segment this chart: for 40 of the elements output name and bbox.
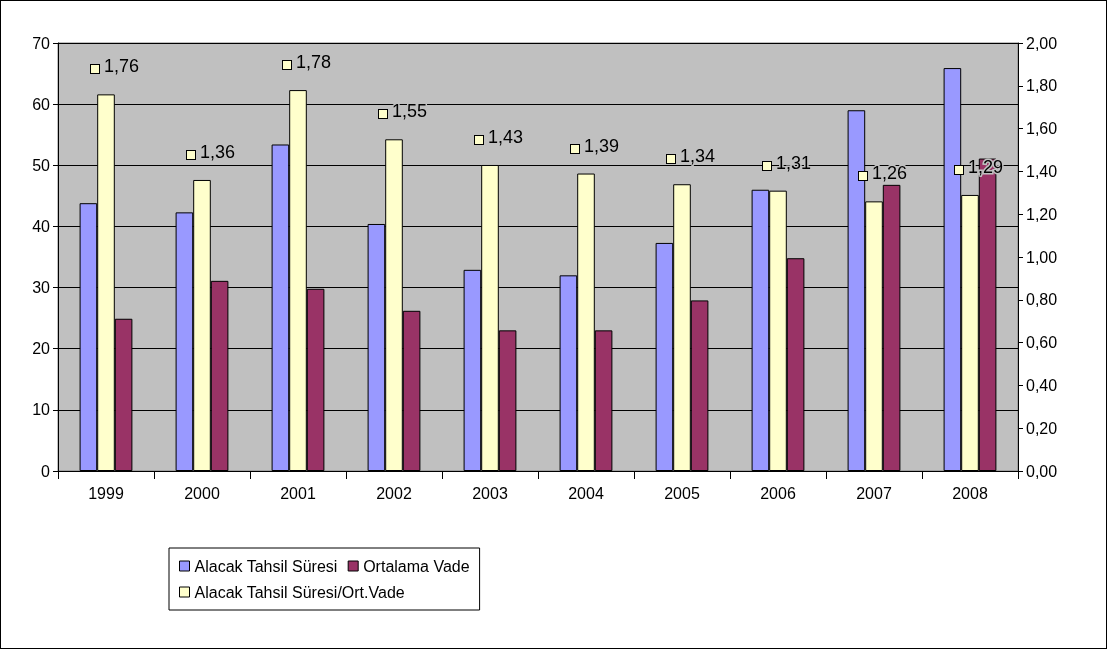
y-tick-label: 0 [41,462,51,480]
data-label: 1,78 [296,52,332,73]
x-tick-label: 2001 [280,484,316,502]
y2-tick-label: 0,60 [1026,334,1058,352]
y-tick-label: 60 [32,95,51,113]
y2-tick-label: 1,00 [1026,248,1058,266]
x-tick-label: 2008 [952,484,988,502]
legend-label: Ortalama Vade [363,557,470,575]
x-tick-label: 1999 [88,484,124,502]
data-label: 1,43 [488,126,524,147]
y2-tick-label: 0,80 [1026,291,1058,309]
y-tick-label: 30 [32,279,51,297]
x-tick-label: 2004 [568,484,604,502]
data-label: 1,39 [584,135,620,156]
data-label: 1,26 [872,163,908,184]
y-tick-label: 50 [32,156,51,174]
y2-tick-label: 1,80 [1026,77,1058,95]
data-label: 1,29 [968,156,1004,177]
y2-tick-label: 0,40 [1026,376,1058,394]
y-tick-label: 10 [32,401,51,419]
x-tick-label: 2007 [856,484,892,502]
y2-tick-label: 0,00 [1026,462,1058,480]
y-tick-label: 40 [32,217,51,235]
legend-label: Alacak Tahsil Süresi [194,557,338,575]
data-label: 1,34 [680,146,716,167]
x-tick-label: 2005 [664,484,700,502]
x-tick-label: 2000 [184,484,220,502]
x-tick-label: 2003 [472,484,508,502]
legend-label: Alacak Tahsil Süresi/Ort.Vade [194,583,405,601]
y2-tick-label: 1,20 [1026,205,1058,223]
y2-tick-label: 1,60 [1026,120,1058,138]
y-tick-label: 70 [32,34,51,52]
data-label: 1,76 [104,56,140,77]
x-tick-label: 2006 [760,484,796,502]
x-tick-label: 2002 [376,484,412,502]
data-label: 1,36 [200,141,236,162]
y2-tick-label: 0,20 [1026,419,1058,437]
y2-tick-label: 2,00 [1026,34,1058,52]
y2-tick-label: 1,40 [1026,162,1058,180]
y-tick-label: 20 [32,340,51,358]
